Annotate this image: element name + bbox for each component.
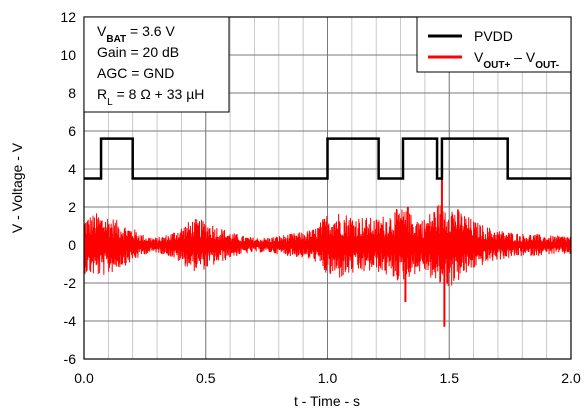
series-pvdd-line [84,137,571,180]
annotation-line-agc: AGC = GND [97,65,174,81]
x-tick-label: 0.5 [196,370,216,386]
y-tick-label: 6 [68,123,76,139]
y-tick-label: -4 [64,313,77,329]
y-tick-label: 0 [68,237,76,253]
y-tick-label: -2 [64,275,77,291]
x-tick-label: 1.0 [318,370,338,386]
y-axis-title: V - Voltage - V [9,142,25,233]
x-tick-labels: 0.0 0.5 1.0 1.5 2.0 [74,370,581,386]
x-axis-title: t - Time - s [294,393,360,409]
annotation-line-load: RL = 8 Ω + 33 µH [97,86,204,108]
legend-label-pvdd: PVDD [474,28,513,44]
y-tick-label: 10 [60,47,76,63]
y-tick-label: -6 [64,351,77,367]
legend-label-vout: VOUT+ – VOUT- [474,49,559,71]
series-vout-line [83,205,572,287]
x-tick-label: 1.5 [440,370,460,386]
y-tick-labels: -6 -4 -2 0 2 4 6 8 10 12 [60,9,76,367]
annotation-line-gain: Gain = 20 dB [97,44,179,60]
y-tick-label: 4 [68,161,76,177]
plot-border [83,16,572,360]
x-tick-label: 0.0 [74,370,94,386]
x-tick-label: 2.0 [561,370,581,386]
y-tick-label: 8 [68,85,76,101]
annotation-box: VBAT = 3.6 V Gain = 20 dB AGC = GND RL =… [83,16,230,113]
y-tick-label: 2 [68,199,76,215]
series-layer [83,137,572,327]
legend: PVDD VOUT+ – VOUT- [416,16,572,73]
annotation-line-vbat: VBAT = 3.6 V [97,23,175,45]
y-tick-label: 12 [60,9,76,25]
